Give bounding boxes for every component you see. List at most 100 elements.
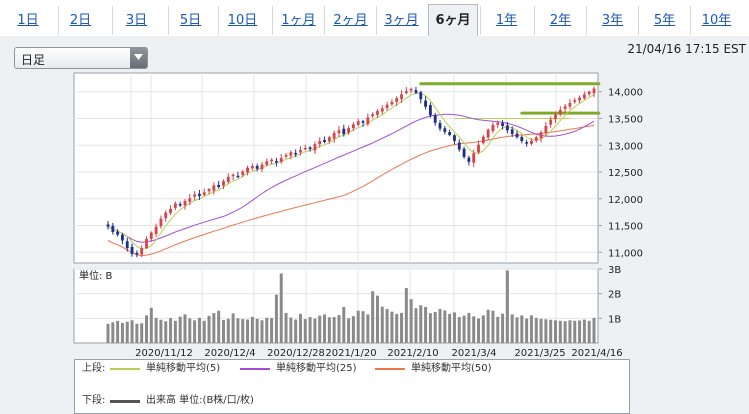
tab-1y[interactable]: 1年 — [480, 6, 532, 35]
volume-bar — [265, 317, 269, 343]
legend-ma5-swatch — [110, 368, 140, 370]
tab-2m[interactable]: 2ヶ月 — [324, 6, 376, 35]
volume-bar — [549, 319, 553, 343]
volume-bar — [130, 320, 134, 343]
candle-body — [260, 164, 264, 170]
candle-body — [294, 152, 298, 155]
date-tick-label: 2020/12/4 — [204, 348, 255, 359]
tab-5d[interactable]: 5日 — [168, 6, 212, 35]
volume-bar — [111, 322, 115, 343]
candle-body — [510, 129, 514, 135]
volume-bar — [159, 319, 163, 343]
candle-body — [202, 192, 206, 195]
volume-bar — [226, 318, 230, 343]
candle-body — [342, 128, 346, 135]
candle-body — [491, 124, 495, 132]
price-tick-label: 11,000 — [608, 248, 643, 259]
tab-5y[interactable]: 5年 — [638, 6, 690, 35]
tab-2d[interactable]: 2日 — [58, 6, 102, 35]
price-tick-label: 11,500 — [608, 222, 643, 233]
legend-ma25-label: 単純移動平均(25) — [276, 363, 357, 374]
volume-bar — [385, 308, 389, 343]
candle-body — [453, 135, 456, 141]
volume-bar — [390, 311, 394, 343]
candle-body — [323, 139, 326, 143]
candle-body — [207, 189, 211, 192]
legend-volume-label: 出来高 単位:(B株/口/枚) — [146, 395, 254, 406]
volume-bar — [520, 315, 524, 343]
candle-body — [217, 184, 221, 187]
candle-body — [505, 125, 509, 131]
candle-body — [313, 144, 317, 151]
legend-ma25-swatch — [240, 368, 270, 370]
volume-bar — [347, 318, 351, 343]
candle-body — [443, 128, 447, 132]
candle-body — [178, 204, 182, 206]
date-tick-label: 2021/2/10 — [387, 348, 438, 359]
volume-bar — [236, 318, 240, 343]
candle-body — [356, 121, 360, 125]
volume-bar — [289, 317, 293, 343]
candle-body — [549, 119, 553, 125]
price-tick-label: 13,500 — [608, 114, 643, 125]
candle-body — [226, 176, 230, 182]
volume-bar — [140, 323, 144, 343]
volume-bar — [318, 315, 322, 343]
candle-body — [582, 94, 586, 99]
volume-bar — [448, 313, 452, 343]
volume-bar — [313, 318, 317, 343]
volume-bar — [303, 319, 307, 343]
volume-bar — [274, 294, 278, 343]
price-tick-label: 14,000 — [608, 88, 643, 99]
candle-body — [477, 144, 480, 153]
candle-body — [573, 100, 577, 102]
tab-3m[interactable]: 3ヶ月 — [376, 6, 426, 35]
candle-body — [164, 212, 168, 219]
candle-body — [376, 111, 379, 115]
candle-body — [130, 246, 134, 254]
volume-bar — [323, 314, 327, 343]
volume-bar — [361, 311, 365, 343]
volume-bar — [428, 313, 432, 343]
volume-bar — [250, 316, 254, 343]
candle-body — [592, 88, 596, 94]
tab-10d[interactable]: 10日 — [218, 6, 266, 35]
legend-ma50-swatch — [375, 368, 405, 370]
tab-3d[interactable]: 3日 — [112, 6, 160, 35]
volume-bar — [342, 306, 346, 343]
candle-body — [135, 253, 139, 255]
candle-body — [116, 231, 120, 235]
tab-10y[interactable]: 10年 — [690, 6, 742, 35]
candle-body — [361, 121, 365, 123]
tab-2y[interactable]: 2年 — [534, 6, 586, 35]
chevron-down-icon[interactable] — [130, 48, 147, 68]
candle-body — [173, 203, 177, 208]
volume-bar — [534, 317, 538, 343]
candle-body — [409, 89, 413, 91]
tab-1m[interactable]: 1ヶ月 — [272, 6, 324, 35]
price-tick-label: 12,500 — [608, 168, 643, 179]
period-select[interactable]: 日足 — [14, 47, 148, 69]
volume-bar — [337, 315, 341, 343]
candle-body — [303, 147, 307, 150]
volume-bar — [452, 312, 456, 343]
candle-body — [299, 150, 302, 153]
volume-bar — [477, 318, 481, 343]
volume-bar — [505, 270, 509, 343]
volume-bar — [298, 313, 302, 343]
volume-tick-label: 1B — [608, 314, 621, 325]
candle-body — [222, 181, 225, 186]
volume-bar — [404, 287, 408, 343]
candle-body — [587, 91, 591, 95]
tab-1d[interactable]: 1日 — [17, 13, 39, 28]
candle-body — [308, 147, 312, 149]
timestamp: 21/04/16 17:15 EST — [627, 42, 746, 56]
volume-bar — [582, 319, 586, 343]
candle-body — [231, 174, 235, 177]
volume-bar — [510, 314, 514, 343]
volume-bar — [501, 313, 505, 343]
candle-body — [544, 125, 548, 134]
candle-body — [212, 185, 216, 191]
tab-3y[interactable]: 3年 — [586, 6, 638, 35]
volume-bar — [279, 273, 283, 343]
